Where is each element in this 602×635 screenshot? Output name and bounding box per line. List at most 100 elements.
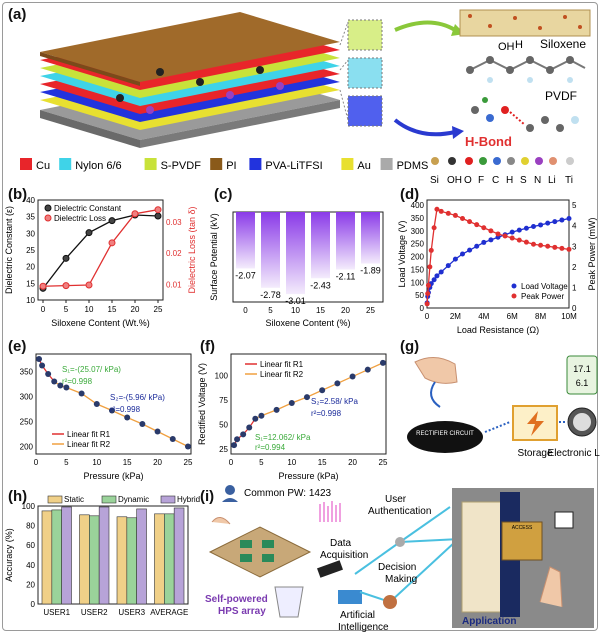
x-tick-label: 6M — [507, 312, 518, 321]
x-tick-label: 25 — [379, 458, 388, 467]
legend-marker — [44, 204, 52, 212]
legend-swatch — [101, 495, 117, 504]
series-point — [516, 237, 522, 243]
series-point — [474, 222, 480, 228]
series-point — [566, 216, 572, 222]
layer-pdms-side — [40, 110, 140, 148]
hps-label-2: HPS array — [218, 606, 266, 617]
bar-USER2-Hybrid — [98, 506, 110, 605]
series-point — [62, 254, 70, 262]
hps-label-1: Self-powered — [205, 594, 268, 605]
y-tick-label: 40 — [26, 196, 35, 205]
atom-dot-4 — [493, 157, 501, 165]
plot-frame — [426, 199, 570, 309]
x-tick-label: 25 — [184, 458, 193, 467]
x-tick-label: 4M — [478, 312, 489, 321]
x-axis-label: Siloxene Content (%) — [265, 318, 350, 328]
legend-swatch-6 — [380, 158, 393, 170]
annotation: S₂=2.58/ kPa — [311, 397, 358, 406]
y2-tick-label: 0.02 — [166, 249, 182, 258]
data-point — [246, 424, 253, 431]
y-axis-label: Rectified Voltage (V) — [197, 363, 207, 445]
data-point — [36, 356, 43, 362]
atom-label-1: OH — [447, 175, 462, 186]
series-point — [431, 225, 437, 231]
x-tick-label: 5 — [259, 458, 264, 467]
legend-label: Static — [64, 495, 84, 504]
panel-i-authentication: Common PW: 1423 Data Acquisition Artific… — [205, 485, 594, 632]
decision-label-2: Making — [385, 574, 417, 585]
legend-label-4: PVA-LiTFSI — [265, 160, 322, 172]
bar-0 — [236, 212, 255, 269]
series-point — [108, 239, 116, 247]
y2-tick-label: 4 — [572, 222, 577, 231]
y-tick-label: 350 — [411, 214, 425, 223]
legend-label: Linear fit R1 — [67, 430, 111, 439]
bar-USER2-Static — [79, 514, 90, 605]
y-tick-label: 25 — [26, 246, 35, 255]
series-point — [474, 243, 480, 249]
data-point — [288, 400, 295, 407]
x-tick-label: 5 — [64, 305, 69, 314]
legend-swatch-1 — [59, 158, 72, 170]
arrow-blue — [393, 118, 456, 137]
label-siloxene: Siloxene — [540, 37, 586, 51]
series-point — [495, 231, 501, 237]
common-pw-label: Common PW: 1423 — [244, 488, 332, 499]
atom-dot-7 — [535, 157, 543, 165]
series-point — [559, 245, 565, 251]
legend-label: Linear fit R2 — [67, 440, 111, 449]
series-point — [434, 206, 440, 212]
x-tick-label: 10 — [85, 305, 94, 314]
legend-label-3: PI — [226, 160, 236, 172]
series-point — [460, 251, 465, 257]
hand-icon — [414, 357, 458, 384]
x-tick-label: 20 — [153, 458, 162, 467]
annotation: r²=0.994 — [255, 443, 286, 452]
y-tick-label: 75 — [219, 396, 228, 405]
x-tick-label: 0 — [425, 312, 430, 321]
charge-symbols — [116, 66, 284, 114]
bar-10 — [286, 212, 305, 295]
y2-tick-label: 0.03 — [166, 218, 182, 227]
thermometer-display — [566, 355, 598, 395]
annotation: S₂=-(5.96/ kPa) — [110, 393, 165, 402]
data-point — [364, 366, 371, 373]
acquisition-device — [317, 560, 343, 578]
hbond-molecules — [471, 97, 579, 132]
layer-legend: Cu Nylon 6/6 S-PVDF PI PVA-LiTFSI Au PDMS — [20, 158, 428, 172]
x-tick-label: 15 — [318, 458, 327, 467]
annotation: r²=0.998 — [62, 377, 93, 386]
annotation: r²=0.998 — [311, 409, 342, 418]
atom-label-0: Si — [430, 175, 439, 186]
legend-label: Hybrid — [177, 495, 200, 504]
chart-d-load-resistance: 0 2M 4M 6M 8M 10M0501001502002503003504000123… — [397, 199, 597, 335]
x-tick-label: 0 — [41, 305, 46, 314]
data-point — [45, 371, 52, 377]
hps-array — [208, 526, 312, 578]
rectifier-label: RECTIFIER CIRCUIT — [416, 431, 474, 437]
x-tick-label: 5 — [268, 306, 273, 315]
series-point — [425, 282, 431, 288]
y2-tick-label: 0.01 — [166, 280, 182, 289]
bar-20 — [336, 212, 355, 270]
zoom-s-pvdf — [347, 19, 383, 51]
series-point — [545, 220, 551, 226]
series-point — [531, 223, 536, 229]
siloxene-sheet — [459, 9, 591, 37]
display-1: 17.1 — [573, 364, 591, 374]
atom-dot-1 — [448, 157, 456, 165]
series-point — [502, 233, 508, 239]
series-point — [481, 225, 487, 231]
series-point — [467, 247, 473, 253]
series-point — [481, 239, 487, 245]
plot-frame — [35, 353, 192, 455]
zoom-pva — [347, 95, 383, 127]
zoom-nylon — [347, 57, 383, 89]
panel-label-b: (b) — [8, 186, 28, 203]
series-point — [538, 242, 544, 248]
legend-label: Dynamic — [118, 495, 149, 504]
label-hbond: H-Bond — [465, 134, 512, 149]
y2-tick-label: 1 — [572, 283, 577, 292]
